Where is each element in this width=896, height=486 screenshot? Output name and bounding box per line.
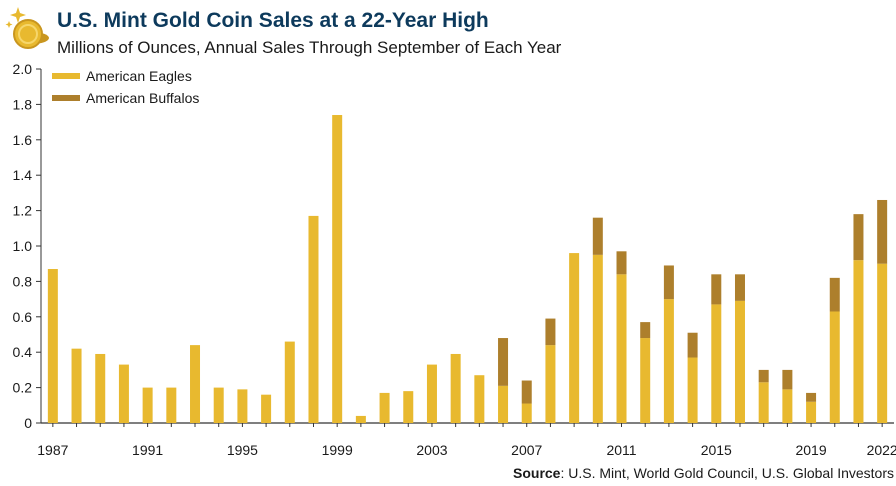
bar-american-eagles: [190, 345, 201, 423]
bar-american-eagles: [616, 274, 627, 423]
bar-american-eagles: [332, 115, 343, 424]
chart-title: U.S. Mint Gold Coin Sales at a 22-Year H…: [57, 9, 489, 32]
bar-american-eagles: [569, 253, 580, 423]
gold-coins-logo-icon: [5, 7, 49, 49]
bar-american-buffalos: [640, 322, 651, 339]
bar-american-eagles: [806, 401, 817, 423]
bar-american-eagles: [521, 403, 532, 423]
bar-american-eagles: [474, 375, 485, 423]
bar-american-eagles: [877, 263, 888, 423]
bar-american-eagles: [734, 300, 745, 423]
bar-american-eagles: [426, 364, 437, 423]
bar-american-buffalos: [663, 265, 674, 300]
bar-american-buffalos: [711, 274, 722, 305]
bar-american-eagles: [782, 389, 793, 423]
chart-subtitle: Millions of Ounces, Annual Sales Through…: [57, 38, 562, 57]
bar-american-buffalos: [758, 369, 769, 383]
bar-american-eagles: [237, 389, 248, 423]
legend-swatch: [52, 73, 80, 79]
x-tick-label: 1991: [132, 442, 163, 458]
bar-american-buffalos: [829, 277, 840, 312]
bar-american-eagles: [142, 387, 153, 423]
source-note: Source: U.S. Mint, World Gold Council, U…: [513, 465, 894, 481]
bar-american-buffalos: [498, 338, 509, 386]
x-tick-label: 1995: [227, 442, 258, 458]
bar-american-eagles: [261, 394, 272, 423]
bar-american-eagles: [118, 364, 129, 423]
bar-american-eagles: [450, 353, 461, 423]
y-tick-label: 1.4: [13, 167, 33, 183]
bar-american-buffalos: [734, 274, 745, 301]
bar-american-eagles: [498, 385, 509, 423]
bar-american-eagles: [284, 341, 295, 423]
bar-american-buffalos: [853, 214, 864, 261]
bar-american-buffalos: [782, 369, 793, 390]
x-tick-label: 2022: [867, 442, 896, 458]
y-tick-label: 1.0: [13, 238, 33, 254]
bar-american-eagles: [853, 260, 864, 423]
bar-american-eagles: [308, 215, 319, 423]
bar-american-eagles: [355, 415, 366, 423]
bar-american-buffalos: [545, 318, 556, 346]
bar-american-eagles: [687, 357, 698, 423]
bar-american-eagles: [213, 387, 224, 423]
bar-american-buffalos: [806, 392, 817, 402]
x-tick-label: 1999: [322, 442, 353, 458]
bar-american-buffalos: [616, 251, 627, 275]
x-tick-label: 2003: [416, 442, 447, 458]
bar-american-eagles: [640, 338, 651, 423]
y-tick-label: 0.8: [13, 273, 33, 289]
bar-american-eagles: [829, 311, 840, 423]
x-tick-label: 2015: [701, 442, 732, 458]
bar-american-eagles: [711, 304, 722, 423]
y-tick-label: 0.2: [13, 380, 33, 396]
bar-american-buffalos: [592, 217, 603, 255]
legend-swatch: [52, 95, 80, 101]
bar-american-eagles: [592, 254, 603, 423]
bar-american-eagles: [71, 348, 82, 423]
y-tick-label: 1.8: [13, 96, 33, 112]
y-tick-label: 0.6: [13, 309, 33, 325]
bar-american-eagles: [403, 391, 414, 423]
y-tick-label: 2.0: [13, 61, 33, 77]
bar-american-eagles: [663, 299, 674, 423]
y-tick-label: 1.2: [13, 203, 33, 219]
x-tick-label: 2007: [511, 442, 542, 458]
bar-american-eagles: [95, 353, 106, 423]
legend-label: American Eagles: [86, 68, 192, 84]
bar-american-eagles: [545, 345, 556, 423]
source-label: Source: [513, 465, 561, 481]
x-tick-label: 1987: [37, 442, 68, 458]
bar-american-buffalos: [687, 332, 698, 358]
legend-label: American Buffalos: [86, 90, 199, 106]
bar-american-eagles: [166, 387, 177, 423]
bar-american-buffalos: [877, 199, 888, 264]
bar-american-buffalos: [521, 380, 532, 404]
x-tick-label: 2011: [606, 442, 636, 458]
source-text: : U.S. Mint, World Gold Council, U.S. Gl…: [560, 465, 894, 481]
x-tick-label: 2019: [795, 442, 826, 458]
y-tick-label: 0.4: [13, 344, 33, 360]
y-tick-label: 0: [24, 415, 32, 431]
bar-american-eagles: [379, 392, 390, 423]
y-tick-label: 1.6: [13, 132, 33, 148]
bar-american-eagles: [47, 269, 58, 423]
bar-american-eagles: [758, 382, 769, 423]
